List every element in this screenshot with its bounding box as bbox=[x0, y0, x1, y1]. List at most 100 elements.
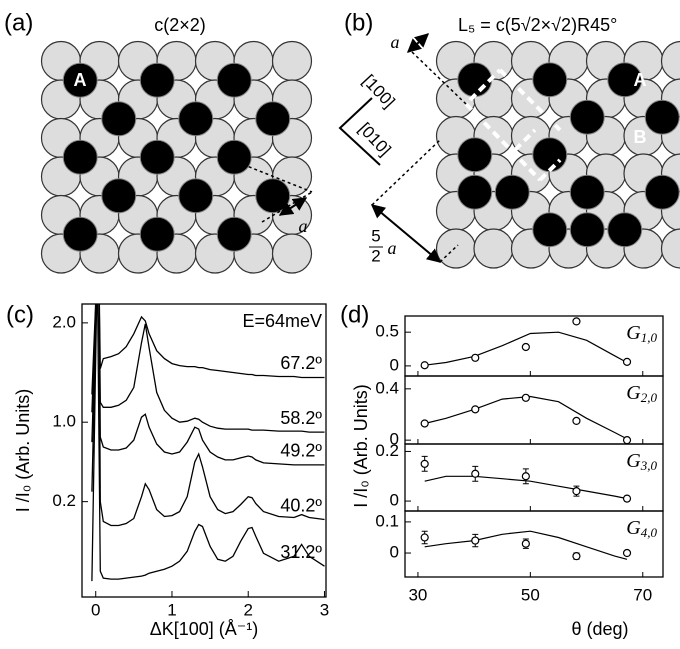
x-tick-label: 50 bbox=[521, 585, 540, 604]
guide-line bbox=[231, 159, 313, 223]
label-main: G bbox=[626, 382, 641, 404]
adsorbate-atom bbox=[532, 62, 568, 98]
curve-label: 31.2º bbox=[280, 542, 322, 562]
plot-frame bbox=[81, 303, 327, 598]
subplot-frame bbox=[404, 315, 664, 377]
subplot-label: G3,0 bbox=[626, 450, 657, 473]
data-point bbox=[420, 533, 429, 542]
label-main: G bbox=[626, 450, 641, 472]
spectrum-line bbox=[91, 304, 325, 466]
adsorbate-atom bbox=[255, 101, 291, 137]
adsorbate-atom bbox=[101, 178, 137, 214]
subplot-frame bbox=[404, 375, 664, 445]
adsorbate-atom bbox=[569, 99, 605, 135]
adsorbate-atom bbox=[216, 62, 252, 98]
data-point bbox=[471, 536, 480, 545]
substrate-atom bbox=[435, 228, 477, 269]
adsorbate-atom bbox=[139, 62, 175, 98]
spectrum-line bbox=[91, 304, 325, 433]
adsorbate-atom bbox=[178, 101, 214, 137]
data-point bbox=[572, 317, 581, 326]
substrate-atom bbox=[271, 40, 313, 82]
x-tick-label: 70 bbox=[633, 585, 652, 604]
x-axis-label: ΔK[100] (Å⁻¹) bbox=[150, 619, 259, 639]
panel-label: (d) bbox=[340, 301, 369, 328]
y-tick-label: 0 bbox=[390, 355, 399, 374]
panel-label: (a) bbox=[4, 9, 33, 36]
x-tick-label: 0 bbox=[91, 600, 100, 619]
adsorbate-atom bbox=[457, 62, 493, 98]
y-axis-label: I /I₀ (Arb. Units) bbox=[13, 389, 33, 513]
y-tick-label: 0.2 bbox=[375, 441, 399, 460]
label: A bbox=[74, 70, 87, 90]
panel-label: (c) bbox=[6, 301, 34, 328]
lattices bbox=[40, 40, 680, 274]
data-point bbox=[572, 487, 581, 496]
spectrum-line bbox=[91, 304, 325, 527]
adsorbate-atom bbox=[139, 216, 175, 252]
data-point bbox=[622, 436, 632, 445]
label-sub: 2,0 bbox=[641, 390, 658, 405]
y-tick-label: 0.2 bbox=[52, 491, 76, 510]
y-tick-label: 1.0 bbox=[52, 412, 76, 431]
y-tick-label: 0.5 bbox=[375, 322, 399, 341]
data-point bbox=[471, 469, 480, 478]
label: B bbox=[634, 127, 647, 147]
x-tick-label: 30 bbox=[408, 585, 427, 604]
direction-label: [010] bbox=[355, 119, 395, 160]
data-point bbox=[420, 419, 429, 428]
curve-label: 67.2º bbox=[280, 353, 322, 373]
direction-arrows bbox=[338, 97, 381, 166]
fit-line bbox=[424, 530, 628, 560]
adsorbate-atom bbox=[569, 174, 605, 210]
data-point bbox=[420, 361, 429, 370]
y-tick-label: 0 bbox=[390, 543, 399, 562]
label: a bbox=[391, 32, 400, 52]
panel-label: (b) bbox=[344, 9, 373, 36]
subplot-frame bbox=[404, 510, 664, 578]
adsorbate-atom bbox=[216, 139, 252, 175]
x-tick-label: 3 bbox=[320, 600, 329, 619]
data-point bbox=[572, 416, 581, 426]
label: a bbox=[388, 238, 397, 258]
panel-title: L₅ = c(5√2×√2)R45° bbox=[458, 15, 617, 35]
guide-line bbox=[371, 51, 467, 263]
adsorbate-atom bbox=[494, 174, 530, 210]
y-tick-label: 0 bbox=[390, 491, 399, 510]
data-point bbox=[521, 472, 530, 481]
x-axis-label: θ (deg) bbox=[571, 619, 628, 639]
length-arrow bbox=[370, 204, 442, 263]
adsorbate-atom bbox=[178, 178, 214, 214]
adsorbate-atom bbox=[62, 62, 98, 98]
data-point bbox=[471, 353, 480, 362]
substrate-atom bbox=[473, 228, 514, 269]
panel-title: c(2×2) bbox=[154, 15, 206, 35]
label-main: G bbox=[626, 322, 641, 344]
adsorbate-atom bbox=[216, 216, 252, 252]
label-sub: 1,0 bbox=[641, 330, 658, 345]
substrate-atom bbox=[271, 233, 313, 274]
adsorbate-atom bbox=[532, 212, 568, 248]
adsorbate-atom bbox=[569, 212, 605, 248]
substrate-atom bbox=[660, 228, 680, 269]
adsorbate-atom bbox=[644, 174, 680, 210]
data-point bbox=[521, 539, 530, 548]
y-tick-label: 0.4 bbox=[375, 378, 399, 397]
length-arrow bbox=[406, 33, 430, 53]
adsorbate-atom bbox=[457, 174, 493, 210]
y-tick-label: 0.1 bbox=[375, 511, 399, 530]
label: 2 bbox=[371, 246, 380, 265]
adsorbate-atom bbox=[532, 137, 568, 173]
adsorbate-atom bbox=[62, 139, 98, 175]
adsorbate-atom bbox=[139, 139, 175, 175]
data-point bbox=[622, 494, 632, 503]
y-tick-label: 0 bbox=[390, 430, 399, 449]
data-point bbox=[622, 357, 632, 366]
adsorbate-atom bbox=[644, 99, 680, 135]
fit-line bbox=[424, 395, 628, 440]
curve-label: 58.2º bbox=[280, 408, 322, 428]
spectrum-line bbox=[91, 304, 325, 395]
curve-label: 49.2º bbox=[280, 441, 322, 461]
label-main: G bbox=[626, 517, 641, 539]
